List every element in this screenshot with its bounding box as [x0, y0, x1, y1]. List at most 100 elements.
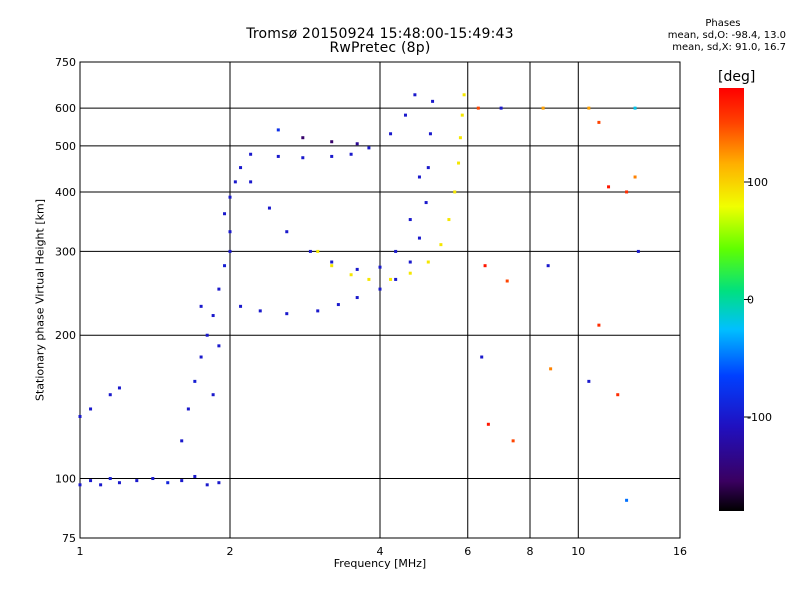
data-point — [457, 161, 461, 165]
data-point — [285, 230, 289, 234]
data-point — [476, 106, 480, 110]
data-point — [117, 386, 121, 390]
data-point — [367, 277, 371, 281]
data-point — [316, 249, 320, 253]
data-point — [546, 264, 550, 268]
data-point — [486, 422, 490, 426]
data-point — [193, 379, 197, 383]
y-tick-label: 600 — [55, 102, 76, 115]
data-point — [330, 140, 334, 144]
data-point — [217, 287, 221, 291]
colorbar-ticks: 100 0 -100 — [744, 176, 772, 424]
data-point — [607, 185, 611, 189]
data-point — [549, 367, 553, 371]
data-point — [239, 304, 243, 308]
data-point — [228, 230, 232, 234]
colorbar-tick-label: 100 — [747, 176, 768, 189]
x-tick-label: 10 — [571, 545, 585, 558]
data-point — [417, 236, 421, 240]
x-tick-label: 6 — [464, 545, 471, 558]
data-point — [541, 106, 545, 110]
data-point — [349, 152, 353, 156]
data-point — [205, 333, 209, 337]
data-point — [186, 407, 190, 411]
data-point — [408, 260, 412, 264]
data-point — [417, 175, 421, 179]
data-point — [597, 120, 601, 124]
data-point — [193, 474, 197, 478]
data-point — [211, 393, 215, 397]
data-point — [394, 277, 398, 281]
data-point — [78, 414, 82, 418]
y-tick-label: 300 — [55, 245, 76, 258]
data-point — [301, 156, 305, 160]
data-point — [394, 249, 398, 253]
data-point — [89, 479, 93, 483]
data-point — [462, 93, 466, 97]
data-point — [330, 260, 334, 264]
data-point — [355, 267, 359, 271]
data-point — [205, 483, 209, 487]
data-point — [217, 344, 221, 348]
data-point — [355, 142, 359, 146]
x-axis-label: Frequency [MHz] — [333, 557, 427, 570]
x-tick-label: 1 — [77, 545, 84, 558]
data-point — [330, 264, 334, 268]
data-point — [389, 277, 393, 281]
data-point — [597, 323, 601, 327]
data-point — [233, 180, 237, 184]
data-point — [349, 273, 353, 277]
y-tick-label: 75 — [62, 532, 76, 545]
data-point — [301, 136, 305, 140]
data-point — [267, 206, 271, 210]
data-point — [228, 195, 232, 199]
y-axis-label: Stationary phase Virtual Height [km] — [33, 198, 47, 402]
data-point — [505, 279, 509, 283]
x-tick-label: 16 — [673, 545, 687, 558]
data-point — [408, 218, 412, 222]
data-point — [166, 481, 170, 485]
data-point — [458, 136, 462, 140]
tick-labels: 1 2 4 6 8 10 16 75 100 200 300 400 500 600 750 — [55, 56, 687, 558]
y-tick-label: 400 — [55, 186, 76, 199]
data-point — [336, 303, 340, 307]
colorbar — [719, 88, 744, 511]
data-point — [108, 393, 112, 397]
data-point — [99, 483, 103, 487]
data-point — [453, 190, 457, 194]
data-point — [308, 249, 312, 253]
data-point — [367, 146, 371, 150]
y-tick-label: 500 — [55, 140, 76, 153]
colorbar-tick-label: 0 — [747, 294, 754, 307]
data-point — [249, 180, 253, 184]
data-point — [108, 477, 112, 481]
data-point — [258, 309, 262, 313]
data-point — [587, 106, 591, 110]
data-point — [625, 190, 629, 194]
data-point — [403, 113, 407, 117]
data-point — [223, 264, 227, 268]
data-point — [389, 132, 393, 136]
chart-title: Tromsø 20150924 15:48:00-15:49:43 — [246, 26, 514, 42]
data-point — [587, 379, 591, 383]
data-point — [276, 128, 280, 132]
phases-label: Phases — [705, 18, 741, 29]
x-tick-label: 2 — [227, 545, 234, 558]
x-tick-label: 4 — [377, 545, 384, 558]
phases-o: mean, sd,O: -98.4, 13.0 — [667, 30, 786, 41]
y-tick-label: 100 — [55, 473, 76, 486]
data-point — [199, 304, 203, 308]
colorbar-unit: [deg] — [718, 69, 756, 85]
data-point — [117, 481, 121, 485]
data-point — [239, 166, 243, 170]
data-point — [249, 152, 253, 156]
data-point — [217, 481, 221, 485]
data-point — [378, 287, 382, 291]
data-point — [285, 312, 289, 316]
data-point — [428, 132, 432, 136]
phases-x: mean, sd,X: 91.0, 16.7 — [672, 42, 786, 53]
grid-lines — [80, 62, 680, 538]
data-point — [483, 264, 487, 268]
data-point — [330, 154, 334, 158]
